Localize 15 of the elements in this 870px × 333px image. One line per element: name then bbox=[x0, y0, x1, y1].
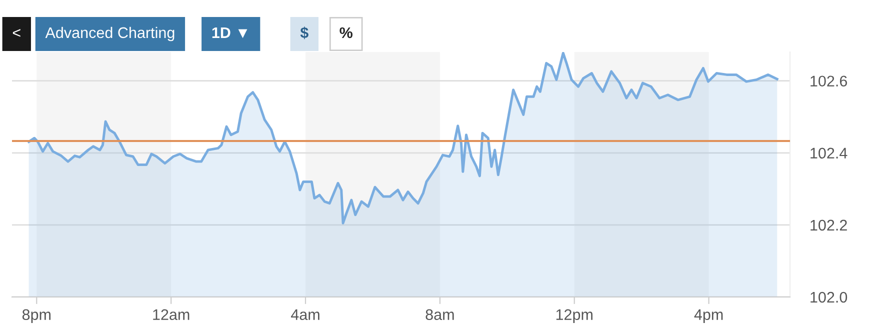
x-tick-label: 4am bbox=[290, 309, 320, 320]
x-tick-label: 8am bbox=[426, 309, 454, 320]
y-tick-label: 102.2 bbox=[810, 220, 847, 231]
x-tick-label: 12am bbox=[153, 309, 190, 320]
y-tick-label: 102.4 bbox=[810, 148, 848, 159]
text: < bbox=[12, 29, 20, 37]
x-tick-label: 8pm bbox=[22, 309, 50, 324]
x-tick-label: 4pm bbox=[694, 309, 723, 324]
text: 1D ▼ bbox=[212, 27, 248, 38]
x-tick-label: 12pm bbox=[556, 309, 592, 324]
y-tick-label: 102.0 bbox=[810, 292, 848, 303]
text: % bbox=[340, 27, 352, 38]
text: $ bbox=[300, 26, 308, 40]
text: Advanced Charting bbox=[45, 26, 174, 42]
y-tick-label: 102.6 bbox=[810, 76, 848, 87]
